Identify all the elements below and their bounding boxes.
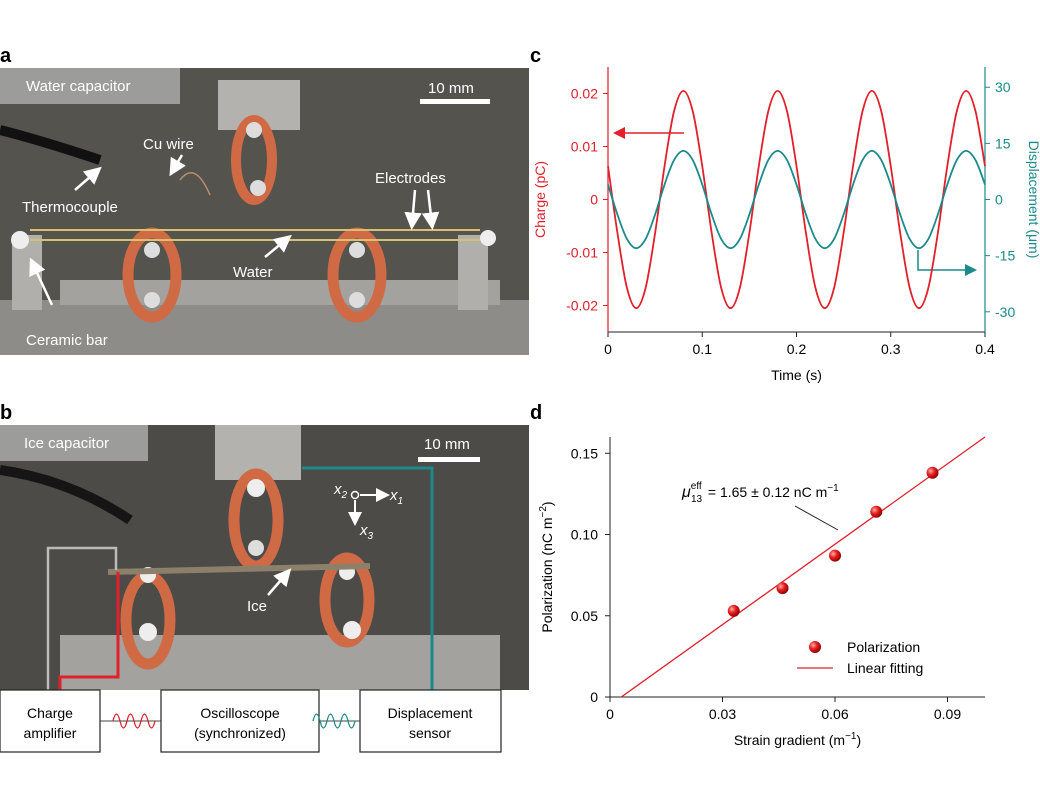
y2-tick-label: 15 bbox=[995, 135, 1011, 151]
x-tick-label: 0 bbox=[606, 706, 614, 722]
box-label: Oscilloscope bbox=[200, 705, 280, 721]
y-axis-label: Charge (pC) bbox=[532, 161, 548, 238]
annotation: μeff 13 = 1.65 ± 0.12 nC m−1 bbox=[681, 481, 839, 505]
axis-arrow bbox=[917, 250, 977, 276]
coordinate-symbol: x bbox=[333, 481, 342, 498]
data-point bbox=[776, 582, 789, 595]
coordinate: x2 bbox=[333, 481, 348, 501]
scale-label: 10 mm bbox=[424, 436, 470, 453]
coordinate-sub: 1 bbox=[398, 496, 404, 507]
coordinate-symbol: x bbox=[389, 487, 398, 504]
photo-tag: Water capacitor bbox=[26, 78, 130, 95]
y2-tick-label: -15 bbox=[995, 248, 1015, 264]
box-label: (synchronized) bbox=[194, 725, 286, 741]
x-tick-label: 0.06 bbox=[821, 706, 848, 722]
axis-label: Polarization (nC m−2) bbox=[538, 501, 555, 632]
photo-tag: Ice capacitor bbox=[24, 435, 109, 452]
photo-a: a Water capacitor 10 mm Cu wire Thermoco… bbox=[0, 45, 529, 355]
y2-tick-label: 30 bbox=[995, 79, 1011, 95]
coordinate-sub: 2 bbox=[341, 490, 348, 501]
y2-axis-label: Displacement (μm) bbox=[1026, 141, 1040, 259]
axis-label-text: Strain gradient (m bbox=[734, 732, 845, 748]
axis-label-end: ) bbox=[539, 501, 555, 506]
x-tick-label: 0.1 bbox=[693, 341, 713, 357]
box-label: amplifier bbox=[24, 725, 77, 741]
coordinate-sub: 3 bbox=[368, 531, 374, 542]
leader-line bbox=[794, 505, 839, 531]
axis-label-sup: −1 bbox=[845, 731, 857, 742]
axis-label-end: ) bbox=[857, 732, 862, 748]
data-point bbox=[829, 549, 841, 562]
box-label: sensor bbox=[409, 725, 451, 741]
annotation: Water bbox=[233, 264, 272, 281]
y-tick-label: 0.05 bbox=[571, 608, 598, 624]
coordinate-symbol: x bbox=[359, 522, 368, 539]
y-tick-label: 0 bbox=[590, 689, 598, 705]
panel-label: c bbox=[530, 45, 541, 67]
axis-label-text: Polarization (nC m bbox=[539, 517, 555, 632]
annotation-symbol: μ bbox=[681, 484, 691, 501]
x-tick-label: 0.3 bbox=[881, 341, 901, 357]
line-series bbox=[607, 89, 986, 310]
legend-label: Polarization bbox=[847, 639, 920, 655]
y-tick-label: -0.01 bbox=[566, 245, 598, 261]
axis-label-sup: −2 bbox=[538, 506, 549, 518]
panel-label: b bbox=[0, 402, 12, 424]
data-point bbox=[727, 604, 740, 617]
x-tick-label: 0.09 bbox=[934, 706, 961, 722]
data-point bbox=[870, 505, 883, 518]
y-tick-label: 0.02 bbox=[571, 86, 598, 102]
x-tick-label: 0.2 bbox=[787, 341, 807, 357]
coordinate: x3 bbox=[359, 522, 374, 542]
y2-tick-label: -30 bbox=[995, 304, 1015, 320]
scale-label: 10 mm bbox=[428, 80, 474, 97]
y-tick-label: 0.10 bbox=[571, 527, 598, 543]
legend-label: Linear fitting bbox=[847, 660, 923, 676]
y-tick-label: -0.02 bbox=[566, 298, 598, 314]
annotation-text: = 1.65 ± 0.12 nC m bbox=[704, 484, 827, 500]
y-tick-label: 0.01 bbox=[571, 139, 598, 155]
box-label: Charge bbox=[27, 705, 73, 721]
x-tick-label: 0.03 bbox=[709, 706, 736, 722]
data-point bbox=[926, 466, 939, 479]
annotation: Ice bbox=[247, 598, 267, 615]
axis-label: Strain gradient (m−1) bbox=[734, 731, 861, 748]
x-tick-label: 0.4 bbox=[975, 341, 995, 357]
box-label: Displacement bbox=[388, 705, 473, 721]
axis-label-text: Time (s) bbox=[771, 367, 822, 383]
annotation-sub: 13 bbox=[691, 494, 703, 505]
annotation: Electrodes bbox=[375, 170, 446, 187]
annotation: Thermocouple bbox=[22, 199, 118, 216]
photo-b: b Ice capacitor 10 mm Ice x2 x1 x3 Charg… bbox=[0, 402, 529, 753]
annotation-exp: −1 bbox=[827, 483, 839, 494]
line-series bbox=[607, 149, 986, 250]
chart-c: c 0 0.1 0.2 0.3 0.4 Time (s) -0.02 -0.01 0 0.01 0.0… bbox=[530, 45, 1040, 383]
coordinate: x1 bbox=[389, 487, 403, 507]
y-tick-label: 0 bbox=[590, 192, 598, 208]
annotation-sup: eff bbox=[691, 481, 702, 492]
axis-label: Time (s) bbox=[771, 367, 822, 383]
legend-marker bbox=[809, 641, 821, 653]
fit-line bbox=[620, 436, 986, 698]
y-tick-label: 0.15 bbox=[571, 445, 598, 461]
annotation: Ceramic bar bbox=[26, 332, 108, 349]
annotation: Cu wire bbox=[143, 136, 194, 153]
panel-label: d bbox=[530, 402, 542, 424]
x-tick-label: 0 bbox=[604, 341, 612, 357]
y2-tick-label: 0 bbox=[995, 192, 1003, 208]
panel-label: a bbox=[0, 45, 12, 67]
